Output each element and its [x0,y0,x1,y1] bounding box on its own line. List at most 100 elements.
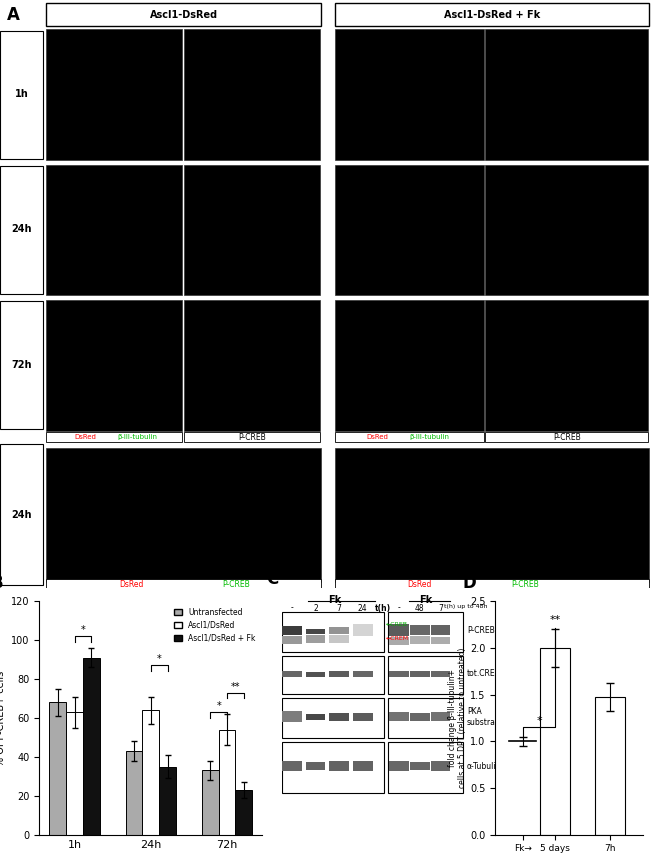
Text: 24h: 24h [11,509,32,520]
Bar [410,625,430,635]
Bar [202,771,218,835]
Text: 2: 2 [313,604,318,612]
Text: DsRed: DsRed [407,580,432,588]
Bar [595,697,625,835]
Text: t(h): t(h) [375,604,392,612]
Bar [46,448,321,582]
Text: 24h: 24h [11,224,32,234]
Text: DsRed: DsRed [119,580,144,588]
Bar [83,657,100,835]
Bar [389,712,409,721]
Text: β-III-tubulin: β-III-tubulin [410,434,449,440]
Text: *: * [536,716,542,727]
Bar [306,762,325,770]
Bar [126,751,142,835]
Bar [541,648,571,835]
Text: Ascl1-DsRed: Ascl1-DsRed [150,10,218,20]
Bar [485,164,648,295]
Bar [282,636,302,644]
Y-axis label: fold change β-III-tubulin+
cells at 5 DPT (relative to untreated): fold change β-III-tubulin+ cells at 5 DP… [448,648,467,788]
Bar [485,300,648,431]
Bar [66,712,83,835]
Text: tot.CREB: tot.CREB [467,670,501,678]
Bar [335,432,484,442]
Bar [282,671,302,677]
Text: *: * [216,702,221,711]
Text: A: A [7,6,20,24]
Text: 7: 7 [337,604,342,612]
Bar [388,698,463,739]
Bar [388,612,463,652]
Text: *: * [157,655,161,664]
Text: ←CREB: ←CREB [386,622,407,627]
Bar [218,730,236,835]
Bar [353,713,373,721]
Bar [353,624,373,636]
Bar [388,742,463,792]
Bar [142,710,159,835]
Bar [236,790,253,835]
Bar [306,672,325,676]
Text: β-III-tubulin: β-III-tubulin [118,434,157,440]
Bar [184,300,320,431]
Bar [410,671,430,677]
Text: 1h: 1h [15,89,28,99]
Bar [282,742,384,792]
Bar [282,760,302,771]
Text: 7: 7 [438,604,443,612]
Text: P-CREB: P-CREB [222,580,250,588]
FancyBboxPatch shape [335,3,649,27]
Bar [335,29,484,160]
Text: **: ** [550,614,561,625]
Bar [46,300,182,431]
Bar [430,761,450,771]
Bar [430,712,450,721]
Bar [282,698,384,739]
Bar [49,702,66,835]
Text: B: B [0,573,3,592]
Bar [389,624,409,636]
Text: DsRed: DsRed [74,434,96,440]
Bar [430,671,450,677]
Text: *: * [81,625,85,635]
Bar [282,626,302,635]
Bar [329,635,349,643]
Text: t(h) up to 48h: t(h) up to 48h [444,604,488,609]
Text: D: D [463,573,476,592]
Legend: Untransfected, Ascl1/DsRed, Ascl1/DsRed + Fk: Untransfected, Ascl1/DsRed, Ascl1/DsRed … [171,605,258,646]
Bar [485,29,648,160]
Bar [485,432,648,442]
Bar [410,762,430,770]
Bar [389,761,409,771]
Bar [430,637,450,644]
FancyBboxPatch shape [0,166,43,294]
Text: P-CREB: P-CREB [554,432,581,442]
Bar [389,637,409,644]
Text: P-CREB: P-CREB [511,580,539,588]
FancyBboxPatch shape [0,301,43,429]
Bar [46,29,182,160]
Text: Fk: Fk [419,595,432,605]
Text: 48: 48 [415,604,424,612]
Bar [159,766,176,835]
Text: DsRed: DsRed [366,434,388,440]
Bar [184,164,320,295]
Text: 24: 24 [358,604,367,612]
Text: Ascl1-DsRed + Fk: Ascl1-DsRed + Fk [444,10,540,20]
Text: **: ** [231,682,240,692]
Bar [282,656,384,694]
Bar [430,625,450,636]
Text: 72h: 72h [11,360,32,369]
Bar [46,432,182,442]
FancyBboxPatch shape [0,444,43,586]
Text: -: - [291,604,293,612]
Text: P-CREB: P-CREB [467,626,495,635]
Bar [329,627,349,634]
Bar [306,714,325,721]
Bar [46,580,321,588]
Bar [353,671,373,677]
Text: P-CREB: P-CREB [239,432,266,442]
Text: C: C [266,569,279,587]
Bar [184,29,320,160]
FancyBboxPatch shape [0,30,43,159]
